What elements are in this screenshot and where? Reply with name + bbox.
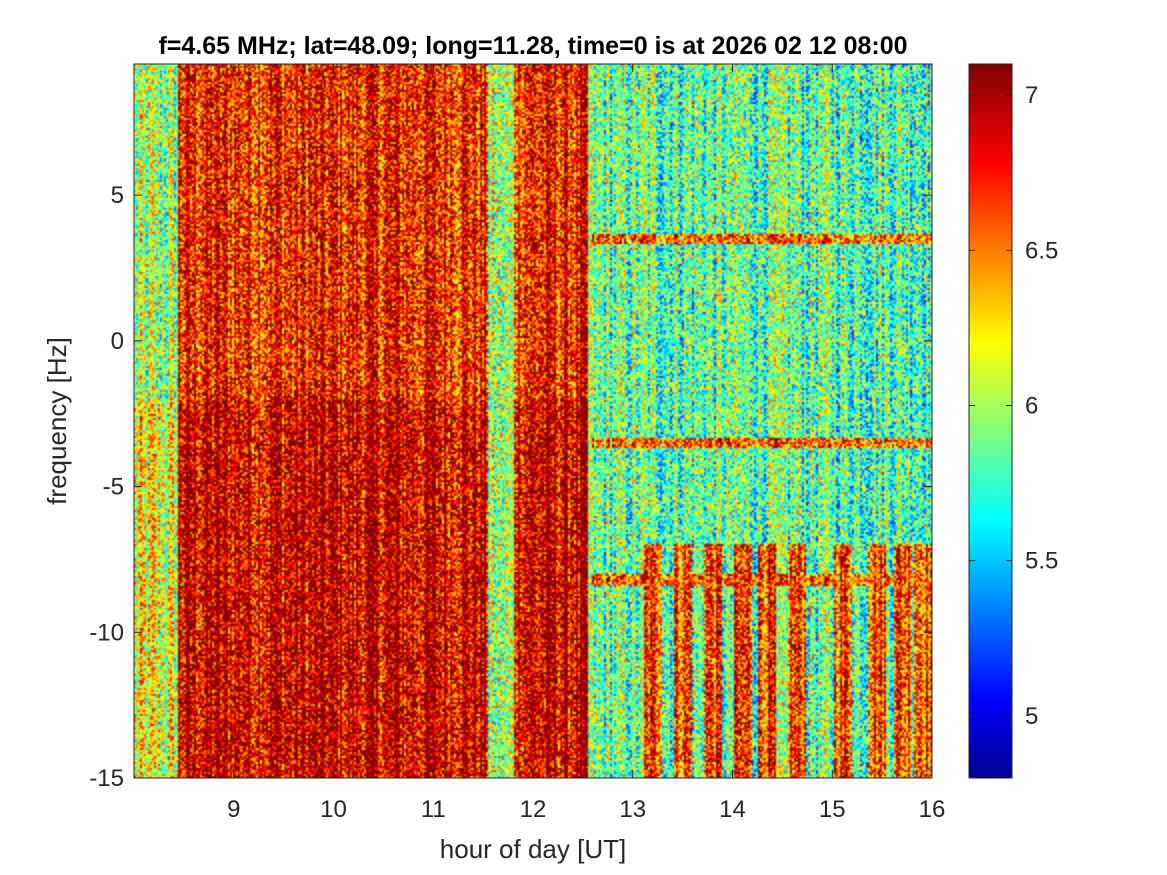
y-tick-label: -15 — [89, 765, 124, 792]
y-tick-label: 0 — [111, 328, 124, 355]
x-tick-label: 9 — [227, 796, 240, 823]
x-axis-label: hour of day [UT] — [440, 834, 626, 864]
y-axis-label: frequency [Hz] — [42, 337, 72, 505]
plot-area: 9 10 11 12 13 14 15 16 5 0 -5 -10 -15 — [89, 63, 945, 823]
colorbar-tick-label: 6 — [1025, 392, 1038, 419]
y-tick-label: 5 — [111, 182, 124, 209]
x-tick-label: 10 — [320, 796, 347, 823]
x-tick-label: 16 — [919, 796, 946, 823]
colorbar-ticks: 7 6.5 6 5.5 5 — [969, 82, 1058, 730]
x-tick-label: 12 — [520, 796, 547, 823]
x-axis-ticks: 9 10 11 12 13 14 15 16 — [227, 64, 945, 823]
colorbar-tick-label: 7 — [1025, 82, 1038, 109]
spectrogram-heatmap — [134, 64, 932, 778]
x-tick-label: 15 — [819, 796, 846, 823]
colorbar-tick-label: 5.5 — [1025, 548, 1058, 575]
x-tick-label: 13 — [619, 796, 646, 823]
colorbar-fill — [969, 64, 1012, 778]
colorbar: 7 6.5 6 5.5 5 — [968, 63, 1058, 779]
chart-title: f=4.65 MHz; lat=48.09; long=11.28, time=… — [158, 32, 907, 60]
x-tick-label: 14 — [719, 796, 746, 823]
y-axis-ticks: 5 0 -5 -10 -15 — [89, 182, 932, 792]
x-tick-label: 11 — [421, 796, 446, 823]
y-tick-label: -10 — [89, 619, 124, 646]
colorbar-tick-label: 5 — [1025, 703, 1038, 730]
colorbar-frame — [968, 63, 1013, 779]
y-tick-label: -5 — [103, 474, 124, 501]
colorbar-tick-label: 6.5 — [1025, 237, 1058, 264]
